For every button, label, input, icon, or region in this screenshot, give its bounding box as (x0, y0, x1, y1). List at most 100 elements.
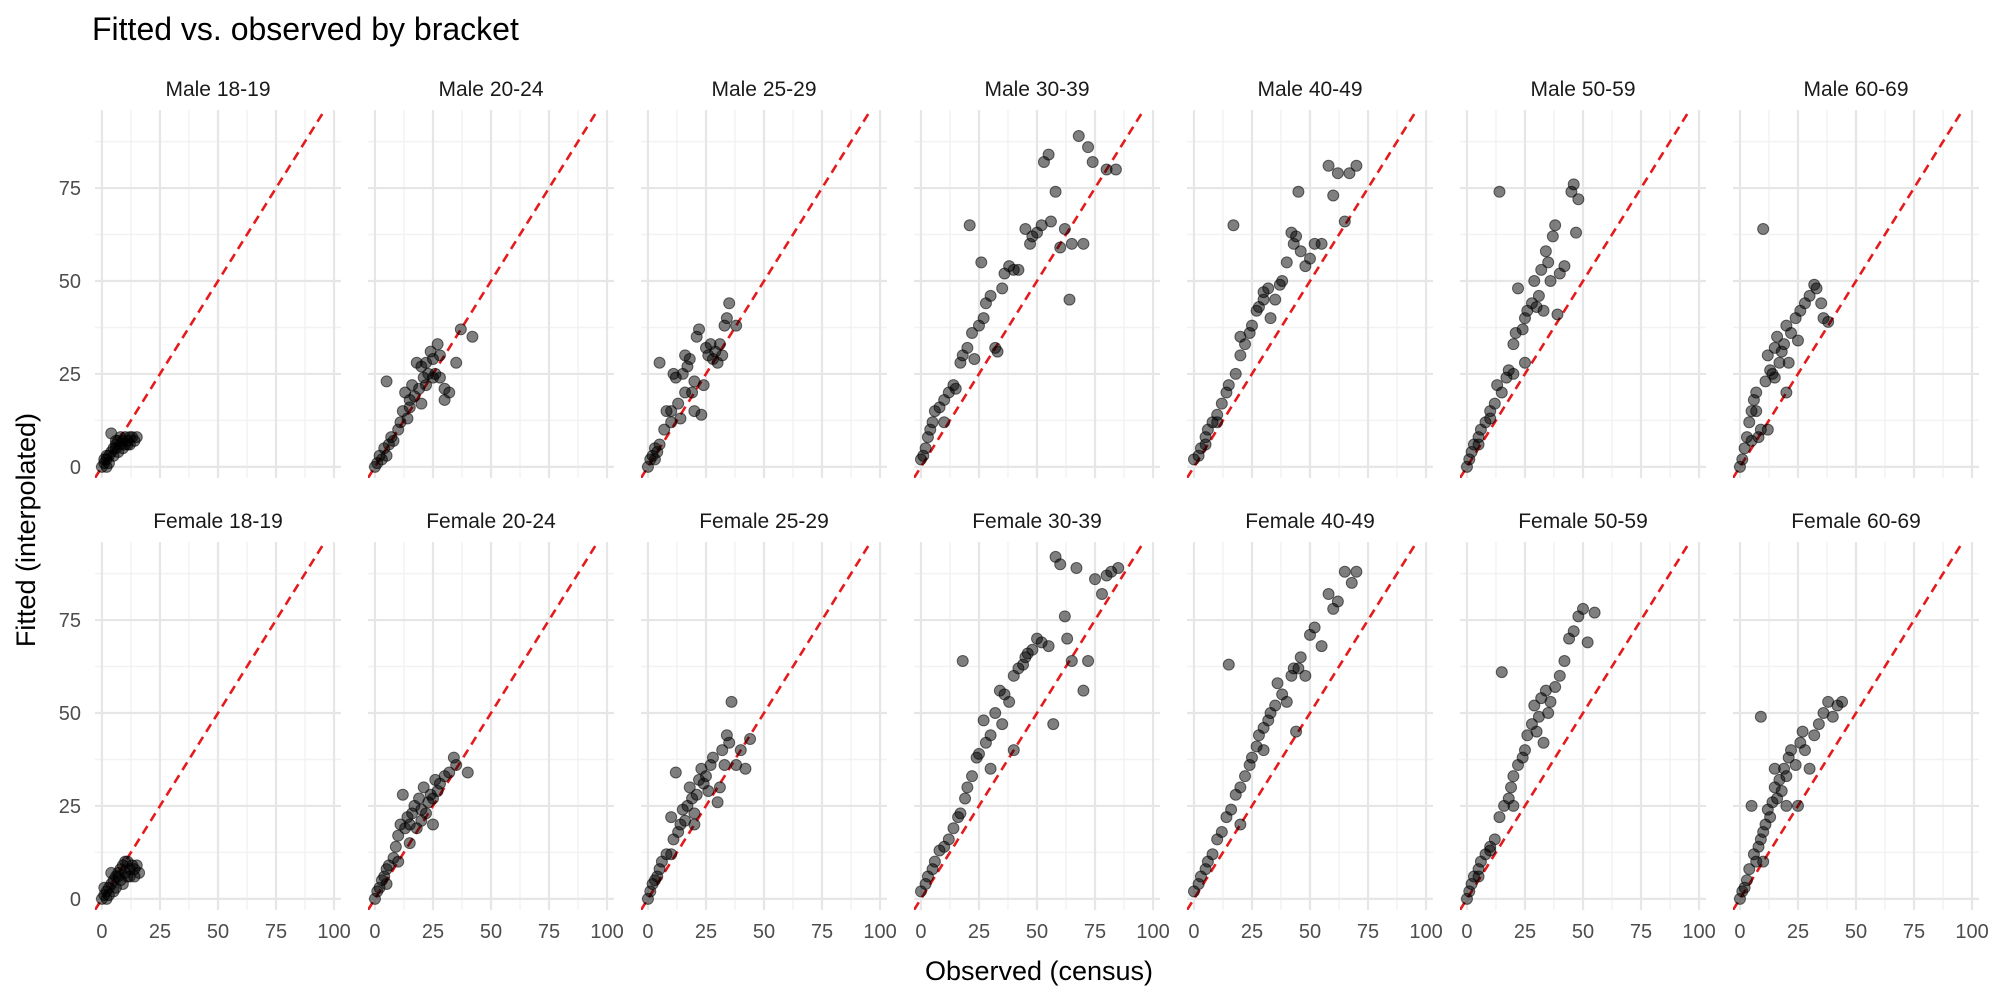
data-point (1761, 349, 1774, 362)
data-point (1768, 371, 1781, 384)
data-point (1743, 863, 1756, 876)
data-point (1507, 338, 1520, 351)
data-point (1780, 770, 1793, 783)
data-point (697, 379, 710, 392)
x-tick-label: 50 (207, 921, 229, 943)
data-point (1808, 729, 1821, 742)
data-point (683, 781, 696, 794)
data-point (1745, 434, 1758, 447)
data-point (1042, 148, 1055, 161)
data-point (723, 297, 736, 310)
reference-line (641, 542, 872, 910)
data-point (1472, 438, 1485, 451)
facet-strip-label: Female 25-29 (699, 510, 829, 533)
data-point (1308, 621, 1321, 634)
data-point (693, 323, 706, 336)
data-point (1070, 562, 1083, 575)
data-point (1488, 397, 1501, 410)
data-point (1558, 260, 1571, 273)
data-point (713, 781, 726, 794)
data-point (723, 736, 736, 749)
data-point (1350, 565, 1363, 578)
data-point (1234, 349, 1247, 362)
data-point (949, 382, 962, 395)
facet-strip-label: Female 50-59 (1518, 510, 1648, 533)
data-point (443, 386, 456, 399)
facet-strip-label: Male 20-24 (438, 78, 543, 101)
data-point (1798, 744, 1811, 757)
data-point (1780, 799, 1793, 812)
data-point (996, 282, 1009, 295)
x-tick-label: 75 (1357, 921, 1379, 943)
data-point (1199, 438, 1212, 451)
reference-line (95, 110, 326, 478)
data-point (431, 338, 444, 351)
data-point (1750, 405, 1763, 418)
data-point (403, 401, 416, 414)
data-point (1761, 423, 1774, 436)
data-point (1542, 706, 1555, 719)
data-point (1322, 588, 1335, 601)
data-point (426, 818, 439, 831)
data-point (392, 829, 405, 842)
data-point (1768, 762, 1781, 775)
data-point (1065, 237, 1078, 250)
data-point (1077, 684, 1090, 697)
data-point (1264, 312, 1277, 325)
reference-line (95, 542, 326, 910)
data-point (665, 848, 678, 861)
data-point (1495, 666, 1508, 679)
y-tick-label: 75 (59, 610, 81, 632)
data-point (1331, 595, 1344, 608)
data-point (702, 785, 715, 798)
data-point (1785, 327, 1798, 340)
data-point (100, 449, 113, 462)
data-point (1292, 185, 1305, 198)
data-point (1054, 241, 1067, 254)
x-tick-label: 100 (1955, 921, 1988, 943)
data-point (1518, 356, 1531, 369)
facet-panel: Female 60-69 0 25 50 75 100 (1733, 510, 1989, 943)
data-point (98, 881, 111, 894)
data-point (1338, 565, 1351, 578)
data-point (1234, 781, 1247, 794)
x-axis-label: Observed (census) (925, 956, 1153, 986)
data-point (718, 759, 731, 772)
data-point (1507, 367, 1520, 380)
data-point (1007, 744, 1020, 757)
data-point (1345, 576, 1358, 589)
data-point (1234, 330, 1247, 343)
data-point (1058, 222, 1071, 235)
data-point (725, 695, 738, 708)
x-tick-label: 25 (1514, 921, 1536, 943)
data-point (1791, 799, 1804, 812)
facet-strip-label: Male 18-19 (165, 78, 270, 101)
facet-panel: Male 25-29 (641, 78, 887, 478)
data-point (1239, 770, 1252, 783)
data-point (1082, 654, 1095, 667)
data-point (1061, 632, 1074, 645)
data-point (669, 766, 682, 779)
data-point (977, 714, 990, 727)
data-point (443, 766, 456, 779)
data-point (1803, 762, 1816, 775)
data-point (1269, 293, 1282, 306)
data-point (1537, 304, 1550, 317)
facet-panel: Female 18-19 0 25 50 75 100 0 25 50 75 (59, 510, 351, 943)
data-point (466, 330, 479, 343)
x-tick-label: 75 (538, 921, 560, 943)
data-point (1537, 736, 1550, 749)
data-point (1757, 222, 1770, 235)
data-point (1350, 159, 1363, 172)
x-tick-label: 100 (1409, 921, 1442, 943)
facet-strip-label: Female 20-24 (426, 510, 556, 533)
data-point (403, 837, 416, 850)
data-point (1290, 725, 1303, 738)
data-point (1796, 725, 1809, 738)
data-point (968, 353, 981, 366)
data-point (1532, 289, 1545, 302)
data-point (1058, 610, 1071, 623)
data-point (1338, 215, 1351, 228)
y-tick-label: 0 (70, 457, 81, 479)
data-point (739, 762, 752, 775)
